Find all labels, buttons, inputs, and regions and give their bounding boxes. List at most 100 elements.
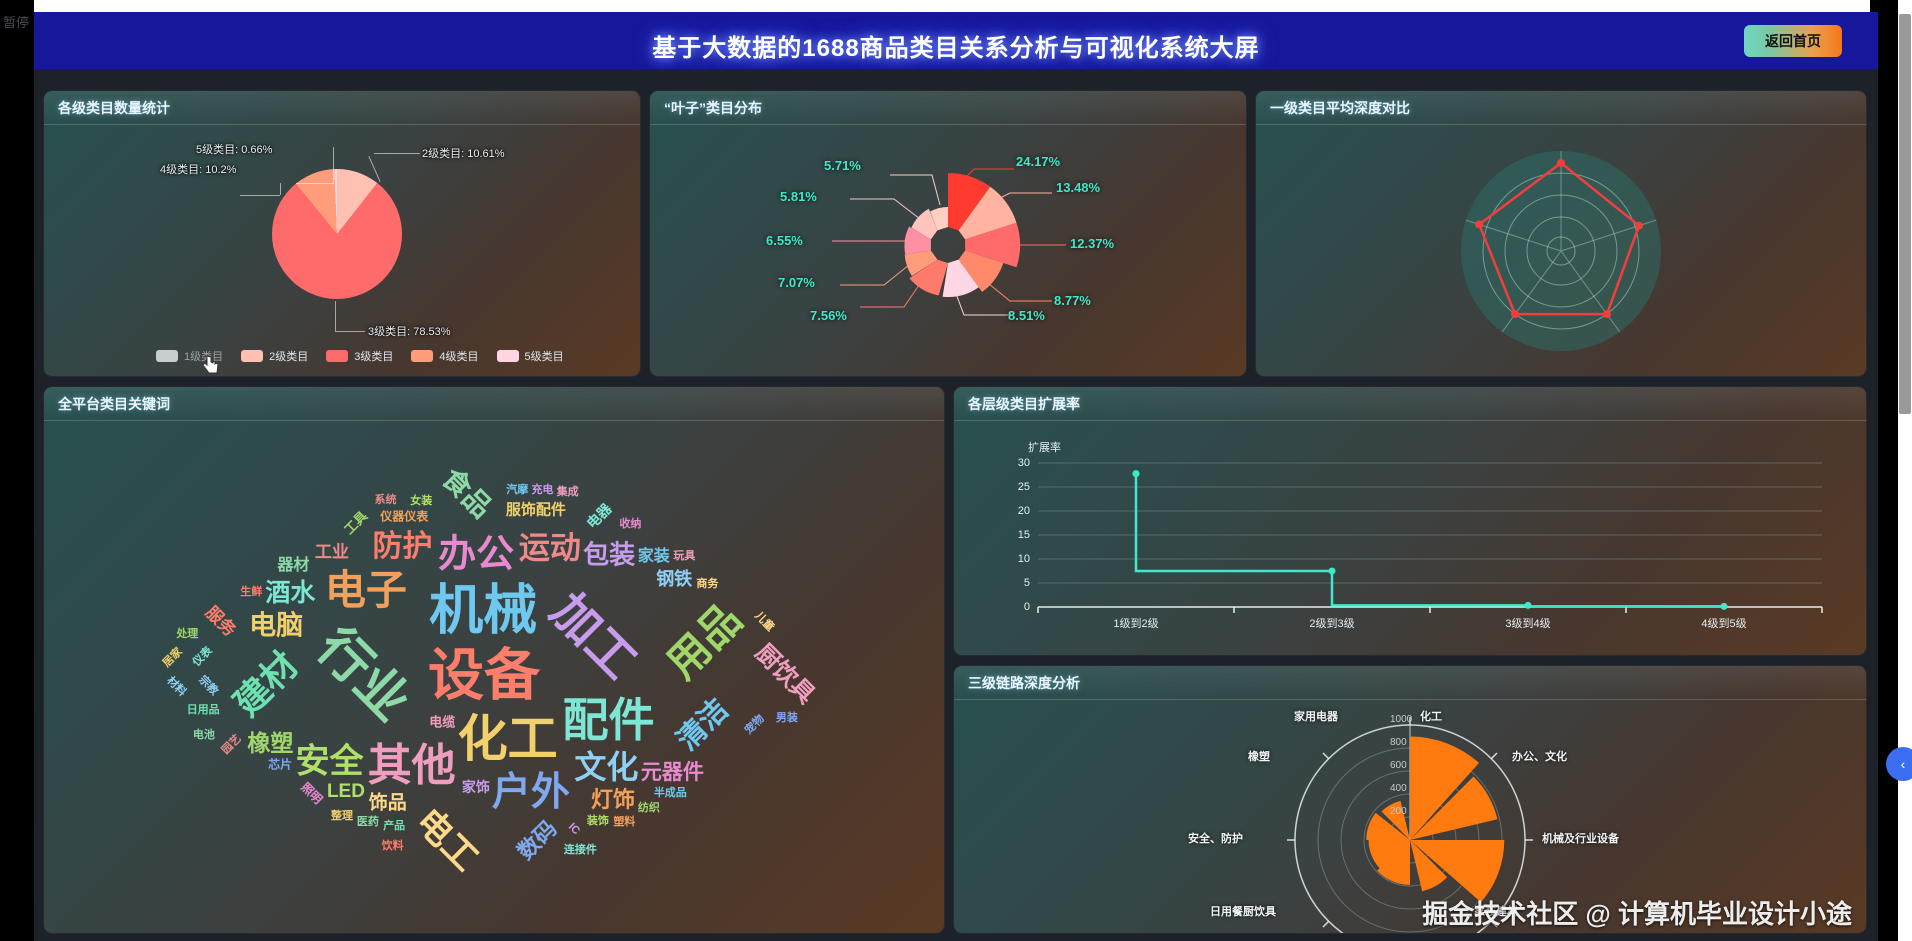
return-home-button[interactable]: 返回首页 (1744, 25, 1842, 57)
wordcloud-word[interactable]: 家装 (637, 548, 670, 566)
wordcloud-word[interactable]: 电池 (192, 729, 215, 742)
wordcloud-word[interactable]: 电器 (583, 500, 615, 532)
wordcloud-word[interactable]: 系统 (374, 494, 397, 507)
pie-leader-line-4 (280, 183, 281, 195)
wordcloud-word[interactable]: 机械 (429, 580, 538, 641)
rose-label-2: 13.48% (1056, 180, 1101, 195)
wordcloud-word[interactable]: 产品 (383, 819, 406, 832)
wordcloud-word[interactable]: 半成品 (653, 787, 687, 800)
wordcloud-word[interactable]: 宠物 (742, 712, 767, 737)
wordcloud-word[interactable]: 食品 (436, 462, 498, 524)
scrollbar-thumb[interactable] (1899, 14, 1911, 414)
wordcloud-word[interactable]: 服饰配件 (505, 501, 566, 519)
panel-title-radar: 一级类目平均深度对比 (1256, 91, 1866, 125)
wordcloud-word[interactable]: 收纳 (619, 517, 642, 530)
legend-item-level1[interactable]: 1级类目 (156, 348, 223, 364)
wordcloud-word[interactable]: 商务 (696, 577, 719, 590)
r-tick-800: 800 (1390, 737, 1407, 748)
pie-graphic[interactable] (272, 169, 402, 299)
wordcloud-word[interactable]: 厨饮具 (750, 638, 821, 709)
wordcloud-word[interactable]: 器材 (277, 556, 310, 574)
wordcloud-word[interactable]: 连接件 (563, 843, 597, 856)
wordcloud-word[interactable]: 男装 (775, 711, 798, 724)
wordcloud-word[interactable]: 橡塑 (247, 729, 294, 756)
wordcloud-word[interactable]: 运动 (518, 530, 581, 566)
keyword-wordcloud[interactable]: 设备 机械 行业 化工 加工 配件其他 用品 电子户外 办公建材电工 安全 文化 运动 防护清洁 食品电脑… (44, 421, 944, 933)
wordcloud-word[interactable]: 酒水 (265, 578, 316, 607)
wordcloud-word[interactable]: 安全 (295, 742, 364, 781)
wordcloud-word[interactable]: 园艺 (219, 732, 244, 757)
wordcloud-word[interactable]: 加工 (540, 583, 646, 690)
wordcloud-word[interactable]: 饰品 (368, 792, 407, 814)
wordcloud-word[interactable]: 处理 (176, 627, 199, 640)
wordcloud-word[interactable]: 电脑 (249, 610, 304, 641)
wordcloud-word[interactable]: 装饰 (586, 814, 609, 827)
y-tick-5: 5 (1023, 577, 1030, 589)
dashboard-board: 各级类目数量统计 5级类目: 0.66% 4级类目: 10.2% 2级类目: 1… (34, 69, 1878, 941)
legend-item-level2[interactable]: 2级类目 (241, 348, 308, 364)
wordcloud-word[interactable]: 服务 (201, 602, 239, 640)
polar-label-jixie: 机械及行业设备 (1542, 833, 1619, 845)
collapse-chevron-button[interactable]: ‹ (1886, 747, 1912, 781)
panel-title-wordcloud: 全平台类目关键词 (44, 387, 944, 421)
radar-graphic[interactable] (1431, 131, 1691, 371)
wordcloud-word[interactable]: 生鲜 (240, 585, 263, 598)
polar-graphic[interactable] (954, 700, 1866, 933)
wordcloud-word[interactable]: 儿童 (752, 609, 777, 634)
wordcloud-word[interactable]: 家饰 (461, 779, 490, 796)
wordcloud-word[interactable]: 数码 (512, 815, 562, 865)
panel-avg-depth-radar: 一级类目平均深度对比 (1256, 91, 1866, 376)
wordcloud-word[interactable]: 饮料 (381, 840, 404, 853)
wordcloud-word[interactable]: 材料 (164, 674, 189, 699)
wordcloud-word[interactable]: 清洁 (671, 693, 735, 758)
rose-graphic[interactable] (650, 125, 1246, 376)
wordcloud-word[interactable]: 居家 (160, 645, 185, 670)
wordcloud-word[interactable]: 行业 (305, 617, 420, 733)
wordcloud-word[interactable]: 办公 (438, 533, 515, 576)
wordcloud-word[interactable]: 女装 (410, 495, 433, 508)
wordcloud-word[interactable]: 电工 (408, 801, 486, 879)
wordcloud-word[interactable]: 配件 (562, 694, 655, 747)
wordcloud-word[interactable]: 文化 (574, 748, 639, 785)
legend-item-level4[interactable]: 4级类目 (411, 348, 479, 364)
wordcloud-word[interactable]: 宗教 (195, 673, 220, 698)
wordcloud-word[interactable]: 户外 (491, 770, 570, 814)
wordcloud-word[interactable]: 电子 (324, 567, 407, 614)
line-graphic[interactable] (954, 421, 1866, 655)
wordcloud-word[interactable]: 钢铁 (656, 568, 693, 589)
wordcloud-word[interactable]: 充电 (531, 484, 554, 497)
wordcloud-word[interactable]: 用品 (657, 594, 751, 688)
legend-item-level5[interactable]: 5级类目 (496, 348, 564, 364)
page-title: 基于大数据的1688商品类目关系分析与可视化系统大屏 (652, 35, 1260, 62)
wordcloud-word[interactable]: 仪器仪表 (380, 509, 429, 524)
wordcloud-word[interactable]: 其他 (367, 740, 456, 790)
wordcloud-word[interactable]: 芯片 (268, 757, 293, 772)
scrollbar-track[interactable] (1898, 0, 1912, 941)
wordcloud-word[interactable]: 防护 (372, 530, 433, 564)
wordcloud-word[interactable]: 灯饰 (591, 787, 636, 813)
wordcloud-word[interactable]: 整理 (330, 809, 353, 822)
wordcloud-word[interactable]: 设备 (428, 643, 540, 707)
legend-item-level3[interactable]: 3级类目 (326, 348, 393, 364)
wordcloud-word[interactable]: 工业 (314, 542, 349, 562)
wordcloud-word[interactable]: 照明 (298, 780, 326, 808)
wordcloud-word[interactable]: 建材 (225, 644, 306, 724)
wordcloud-word[interactable]: 元器件 (640, 760, 704, 784)
wordcloud-word[interactable]: LED (326, 780, 365, 802)
wordcloud-word[interactable]: 工具 (341, 508, 371, 538)
wordcloud-word[interactable]: 纺织 (637, 802, 660, 815)
wordcloud-word[interactable]: 塑料 (613, 815, 636, 828)
wordcloud-word[interactable]: 医药 (356, 815, 379, 828)
wordcloud-word[interactable]: 化工 (457, 710, 558, 767)
wordcloud-word[interactable]: IC (566, 820, 583, 837)
wordcloud-word[interactable]: 电缆 (429, 714, 456, 730)
wordcloud-word[interactable]: 包装 (583, 539, 636, 570)
panel-expansion-rate: 各层级类目扩展率 扩展率 30 25 20 15 10 5 0 (954, 387, 1866, 655)
wordcloud-word[interactable]: 仪表 (190, 644, 215, 669)
wordcloud-word[interactable]: 集成 (556, 486, 579, 499)
pie-leader-line-3 (335, 301, 336, 331)
wordcloud-word[interactable]: 汽摩 (506, 483, 529, 496)
wordcloud-word[interactable]: 玩具 (673, 549, 696, 562)
legend-swatch-icon (241, 350, 264, 362)
wordcloud-word[interactable]: 日用品 (186, 703, 220, 716)
